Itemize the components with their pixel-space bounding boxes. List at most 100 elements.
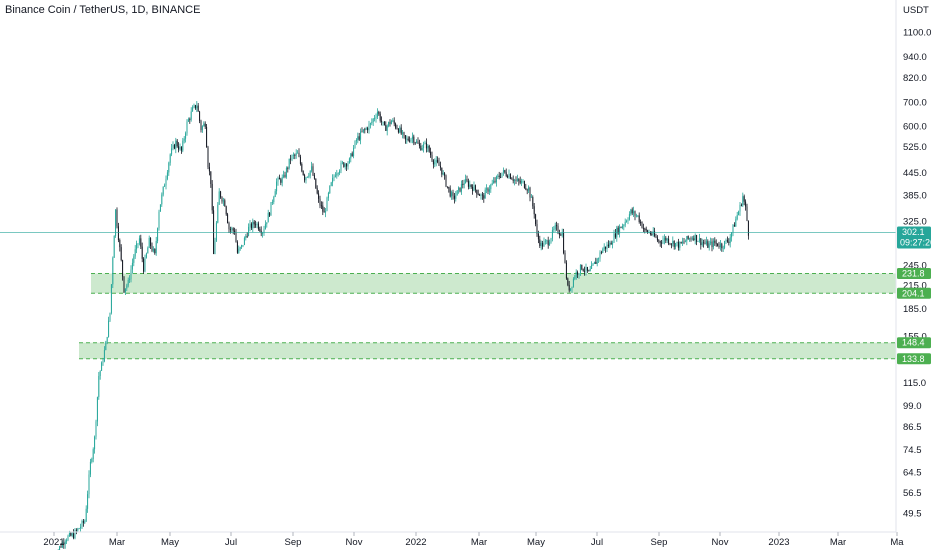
price-tag-label: 231.8 (902, 269, 925, 279)
candle-body (365, 128, 367, 130)
candle (147, 246, 149, 254)
candle-body (271, 202, 273, 203)
time-axis[interactable]: 2021 Mar May Jul Sep Nov 2022 Mar May Jul Sep Nov 20… (0, 531, 904, 548)
countdown-label: 09:27:26 (900, 237, 932, 247)
candle-body (393, 120, 395, 124)
candle (589, 265, 591, 272)
candle (514, 178, 516, 186)
candle-body (84, 521, 86, 523)
candle (89, 458, 91, 478)
candle-body (360, 131, 362, 140)
candle-body (122, 260, 124, 277)
candle-body (292, 154, 294, 156)
candle-body (431, 155, 433, 161)
price-tag-bg (897, 337, 931, 349)
candle (626, 219, 628, 223)
candle-body (98, 375, 100, 398)
candle-body (211, 183, 213, 211)
candle-body (661, 242, 663, 244)
candle (669, 242, 671, 246)
candle (448, 186, 450, 193)
candle-body (515, 179, 517, 181)
candle-body (568, 284, 570, 291)
candle (295, 149, 297, 159)
candle (529, 186, 531, 202)
candle-body (322, 205, 324, 212)
candle-body (420, 145, 422, 151)
candle-body (68, 532, 70, 536)
candle-body (337, 173, 339, 174)
candle-body (375, 117, 377, 119)
time-tick-label: Mar (471, 537, 487, 548)
price-tick-label: 700.0 (903, 98, 927, 109)
candle-body (291, 155, 293, 160)
candle (99, 370, 101, 380)
candle (180, 146, 182, 154)
candle-body (617, 227, 619, 234)
candle (87, 490, 89, 513)
candle-body (60, 546, 62, 548)
candle (414, 141, 416, 145)
candle-body (414, 142, 416, 144)
candle (673, 240, 675, 250)
candle-body (351, 153, 353, 157)
candle-body (578, 273, 580, 275)
candle-body (192, 107, 194, 112)
candle (680, 241, 682, 244)
candle (201, 125, 203, 133)
candle-body (698, 238, 700, 242)
candle-body (654, 231, 656, 237)
candle-body (598, 258, 600, 260)
time-tick-label: May (527, 537, 545, 548)
candle (488, 185, 490, 196)
candle-body (735, 219, 737, 227)
candle-body (666, 238, 668, 241)
candle-body (680, 242, 682, 244)
candle (543, 237, 545, 247)
candle-body (178, 146, 180, 150)
candle-body (738, 211, 740, 216)
candle-body (637, 215, 639, 217)
candle-body (467, 181, 469, 187)
candle-body (451, 192, 453, 197)
candle (340, 160, 342, 174)
candle-body (511, 178, 513, 180)
candle (556, 221, 558, 231)
candle-body (588, 270, 590, 272)
price-ticks: 1100.0 940.0 820.0 700.0 600.0 525.0 445.0 385.… (903, 28, 931, 520)
candle (150, 237, 152, 249)
candle-body (516, 179, 518, 181)
candle-body (103, 350, 105, 362)
candle (82, 518, 84, 527)
candle-body (320, 205, 322, 207)
candle-body (546, 240, 548, 242)
candle-body (452, 192, 454, 196)
price-axis[interactable]: USDT 1100.0 940.0 820.0 700.0 600.0 525.0 445.… (895, 0, 932, 550)
candle-body (397, 128, 399, 133)
candle (232, 227, 234, 235)
candle (74, 527, 76, 540)
candle-body (526, 189, 528, 191)
candle-body (561, 232, 563, 236)
candle (476, 189, 478, 198)
candle-body (137, 243, 139, 245)
candle (134, 245, 136, 259)
candle (374, 115, 376, 122)
candle-body (424, 142, 426, 145)
candle (204, 121, 206, 130)
candle-body (340, 163, 342, 171)
candle-body (570, 288, 572, 291)
price-tick-label: 155.0 (903, 331, 927, 342)
candle (311, 161, 313, 173)
candle (383, 121, 385, 126)
price-tick-label: 64.5 (903, 467, 922, 478)
candle (613, 229, 615, 244)
candle (189, 117, 191, 124)
candle (736, 211, 738, 221)
candle-body (428, 145, 430, 152)
candle (129, 275, 131, 284)
candle (532, 195, 534, 209)
candle-body (620, 226, 622, 228)
candle-body (731, 232, 733, 238)
